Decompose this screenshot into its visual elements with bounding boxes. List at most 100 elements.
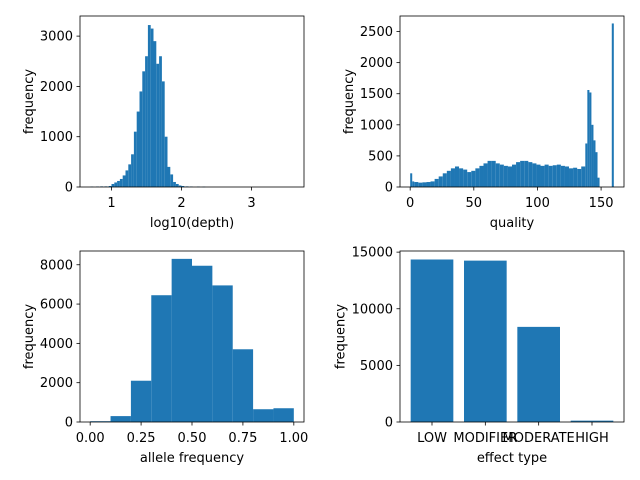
axes-frame: [399, 250, 625, 423]
histogram-bar: [153, 41, 157, 187]
histogram-bar: [483, 163, 488, 187]
y-axis-label: frequency: [334, 304, 349, 370]
axes-frame: [399, 15, 625, 188]
histogram-bar: [418, 182, 423, 187]
histogram-bar: [426, 182, 431, 187]
histogram-bar: [597, 177, 600, 187]
histogram-bar: [175, 183, 179, 187]
x-tick-label: HIGH: [575, 431, 608, 446]
histogram-bar: [475, 168, 480, 187]
histogram-bar: [232, 349, 254, 422]
y-tick-label: 0: [65, 181, 73, 196]
subplot-allele: 0 2000 4000 6000 8000 0.00 0.25 0.50 0.75 1.00 all…: [22, 250, 308, 466]
histogram-bar: [532, 163, 537, 187]
x-tick-label: 50: [466, 196, 483, 211]
histogram-bar: [133, 131, 137, 187]
y-tick-label: 0: [385, 416, 393, 431]
x-tick-label: 0.00: [76, 431, 105, 446]
histogram-bar: [450, 168, 455, 187]
histogram-bar: [560, 165, 565, 187]
histogram-bar: [119, 178, 123, 187]
y-tick-label: 2000: [360, 56, 393, 71]
histogram-bar: [159, 56, 162, 188]
x-tick-label: 100: [525, 196, 550, 211]
y-axis-label: frequency: [342, 69, 357, 135]
histogram-bar: [552, 165, 557, 187]
y-tick-label: 1500: [360, 87, 393, 102]
histogram-bar: [507, 166, 512, 187]
histogram-bar: [434, 178, 439, 187]
histogram-bar: [147, 25, 151, 187]
histogram-bar: [467, 172, 472, 187]
x-tick-label: 150: [589, 196, 614, 211]
y-tick-label: 0: [385, 181, 393, 196]
histogram-bar: [495, 163, 500, 187]
y-tick-label: 0: [65, 416, 73, 431]
histogram-bar: [454, 166, 460, 187]
histogram-bar: [516, 162, 521, 187]
y-tick-label: 500: [368, 149, 393, 164]
histogram-bar: [117, 180, 120, 187]
histogram-bar: [591, 124, 594, 187]
subplot-quality: 0 500 1000 1500 2000 2500 0 50 100 150 quality freq…: [342, 15, 625, 231]
histogram-bar: [585, 143, 588, 187]
histogram-bar: [564, 166, 570, 187]
y-tick-label: 2500: [360, 25, 393, 40]
histogram-bar: [499, 164, 504, 187]
y-tick-label: 10000: [352, 302, 393, 317]
x-tick-label: 0.25: [127, 431, 156, 446]
x-tick-label: 1: [107, 196, 115, 211]
histogram-bar: [536, 164, 541, 187]
histogram-bar: [430, 181, 435, 187]
x-axis-label: allele frequency: [140, 451, 244, 466]
histogram-bar: [491, 160, 496, 187]
histogram-bar: [556, 164, 561, 187]
histogram-bar: [122, 175, 126, 187]
histogram-bar: [181, 185, 185, 187]
axes-frame: [79, 15, 305, 188]
x-axis-label: log10(depth): [150, 216, 234, 231]
y-tick-label: 2000: [40, 80, 73, 95]
histogram-bar: [589, 92, 592, 187]
histogram-bar: [463, 169, 468, 187]
histogram-bar: [410, 173, 413, 187]
histogram-bar: [273, 408, 294, 422]
histogram-bar: [111, 183, 115, 187]
x-axis-label: quality: [490, 216, 535, 231]
histogram-bar: [442, 173, 447, 187]
y-tick-label: 1000: [40, 130, 73, 145]
histogram-bar: [150, 28, 154, 187]
histogram-bar: [145, 56, 148, 188]
x-tick-label: 0.50: [178, 431, 207, 446]
histogram-bar: [130, 380, 152, 422]
y-tick-label: 6000: [40, 298, 73, 313]
histogram-bar: [471, 170, 476, 187]
y-tick-label: 15000: [352, 246, 393, 261]
histogram-bar: [253, 409, 274, 422]
x-tick-label: 3: [247, 196, 255, 211]
subplot-depth: 0 1000 2000 3000 1 2 3 log10(depth) frequency: [22, 15, 305, 231]
histogram-bar: [170, 174, 174, 187]
histogram-bar: [167, 166, 171, 187]
histogram-bar: [544, 164, 549, 187]
histogram-bar: [164, 136, 168, 187]
histogram-bar: [131, 154, 134, 187]
y-tick-label: 5000: [360, 359, 393, 374]
histogram-bar: [569, 168, 574, 187]
histogram-bar: [446, 170, 451, 187]
y-tick-label: 1000: [360, 118, 393, 133]
histogram-bar: [125, 170, 129, 187]
bar-modifier: [464, 260, 507, 422]
histogram-bar: [595, 152, 598, 187]
histogram-bar: [593, 140, 596, 187]
x-tick-label: 1.00: [279, 431, 308, 446]
histogram-bar: [487, 160, 492, 187]
histogram-bar: [577, 168, 582, 187]
x-tick-label: 0.75: [228, 431, 257, 446]
histogram-bar: [479, 165, 484, 187]
histogram-bar: [412, 181, 415, 187]
histogram-bar: [114, 182, 118, 187]
histogram-bar: [459, 168, 464, 187]
histogram-bar: [611, 23, 614, 187]
